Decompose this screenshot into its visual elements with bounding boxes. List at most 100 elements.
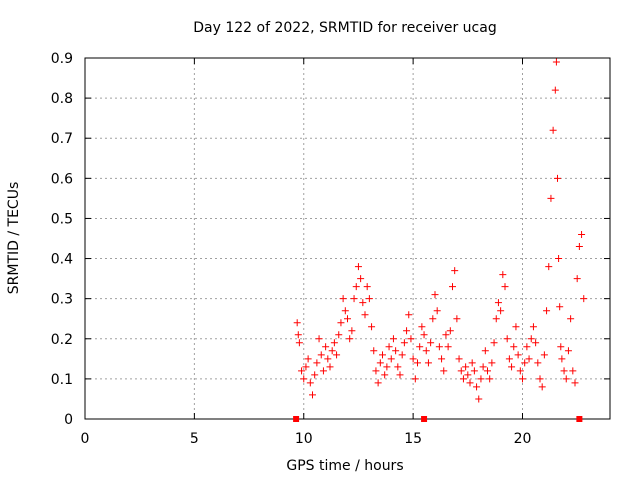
data-point xyxy=(420,331,428,339)
data-point xyxy=(333,351,341,359)
data-point xyxy=(512,323,520,331)
data-point xyxy=(510,343,518,351)
data-point xyxy=(335,331,343,339)
data-point xyxy=(488,359,496,367)
y-tick-label: 0.6 xyxy=(51,171,73,187)
data-point xyxy=(490,339,498,347)
data-point xyxy=(433,307,441,315)
data-point xyxy=(319,367,327,375)
data-point xyxy=(357,275,365,283)
data-point xyxy=(578,230,586,238)
data-point xyxy=(451,267,459,275)
data-point xyxy=(477,375,485,383)
data-point xyxy=(556,303,564,311)
y-tick-label: 0.2 xyxy=(51,332,73,348)
data-point xyxy=(311,371,319,379)
data-point xyxy=(341,307,349,315)
data-point xyxy=(394,363,402,371)
data-point xyxy=(381,371,389,379)
grid-lines xyxy=(85,58,610,419)
data-point xyxy=(549,126,557,134)
data-point xyxy=(499,271,507,279)
data-point xyxy=(337,319,345,327)
data-point xyxy=(379,351,386,359)
plot-frame xyxy=(84,57,611,420)
data-point xyxy=(339,295,347,303)
data-point xyxy=(300,375,308,383)
data-point xyxy=(547,194,555,202)
data-point xyxy=(306,379,314,387)
data-point xyxy=(440,367,448,375)
data-point xyxy=(431,291,439,299)
data-point xyxy=(403,327,411,335)
data-point xyxy=(503,335,511,343)
data-point xyxy=(350,295,358,303)
data-point xyxy=(484,367,491,375)
y-tick-label: 0.4 xyxy=(51,252,73,268)
data-point xyxy=(455,355,463,363)
data-point xyxy=(376,359,384,367)
data-point xyxy=(374,379,382,387)
data-point xyxy=(372,367,380,375)
x-tick-label: 15 xyxy=(404,431,422,447)
data-point xyxy=(462,363,470,371)
data-point xyxy=(453,315,461,323)
data-point xyxy=(416,343,424,351)
data-point xyxy=(446,327,454,335)
data-point xyxy=(580,295,588,303)
data-point xyxy=(354,263,362,271)
y-tick-label: 0.3 xyxy=(51,292,73,308)
data-point xyxy=(473,383,481,391)
data-point xyxy=(540,351,548,359)
axis-mark xyxy=(293,416,300,422)
data-point xyxy=(573,275,581,283)
y-axis-label: SRMTID / TECUs xyxy=(6,182,22,295)
data-point xyxy=(344,315,351,323)
chart-title: Day 122 of 2022, SRMTID for receiver uca… xyxy=(193,20,496,36)
data-point xyxy=(427,339,435,347)
data-point xyxy=(527,335,535,343)
data-point xyxy=(295,339,303,347)
data-point xyxy=(457,367,465,375)
x-tick-label: 20 xyxy=(514,431,532,447)
data-point xyxy=(525,355,533,363)
data-point xyxy=(409,355,417,363)
data-point xyxy=(304,355,312,363)
data-point xyxy=(326,363,334,371)
data-point xyxy=(555,255,563,263)
data-point xyxy=(322,343,330,351)
y-tick-label: 0.7 xyxy=(51,131,73,147)
data-point xyxy=(385,343,393,351)
data-point xyxy=(359,299,367,307)
data-point xyxy=(429,315,437,323)
data-point xyxy=(464,371,472,379)
data-point xyxy=(479,363,487,371)
data-point xyxy=(365,295,373,303)
y-tick-label: 0.5 xyxy=(51,211,73,227)
data-point xyxy=(560,367,568,375)
data-point xyxy=(405,311,413,319)
data-point xyxy=(536,375,544,383)
data-point xyxy=(418,323,426,331)
data-point xyxy=(571,379,579,387)
data-point xyxy=(575,243,583,251)
data-point xyxy=(564,347,572,355)
axis-mark xyxy=(576,416,583,422)
data-point xyxy=(567,315,575,323)
data-point xyxy=(449,283,456,291)
data-point xyxy=(466,379,474,387)
data-point xyxy=(398,351,406,359)
y-tick-label: 0 xyxy=(64,412,73,428)
data-point xyxy=(293,319,301,327)
data-point xyxy=(505,355,513,363)
data-point xyxy=(516,367,524,375)
data-point xyxy=(444,343,452,351)
x-axis-label: GPS time / hours xyxy=(286,458,403,474)
y-axis: 0 0.1 0.2 0.3 0.4 0.5 0.6 0.7 0.8 0.9 xyxy=(51,51,610,428)
data-point xyxy=(554,174,561,182)
data-point xyxy=(494,299,502,307)
data-point xyxy=(298,367,306,375)
data-point xyxy=(383,363,391,371)
data-point xyxy=(424,359,432,367)
data-point xyxy=(532,339,540,347)
